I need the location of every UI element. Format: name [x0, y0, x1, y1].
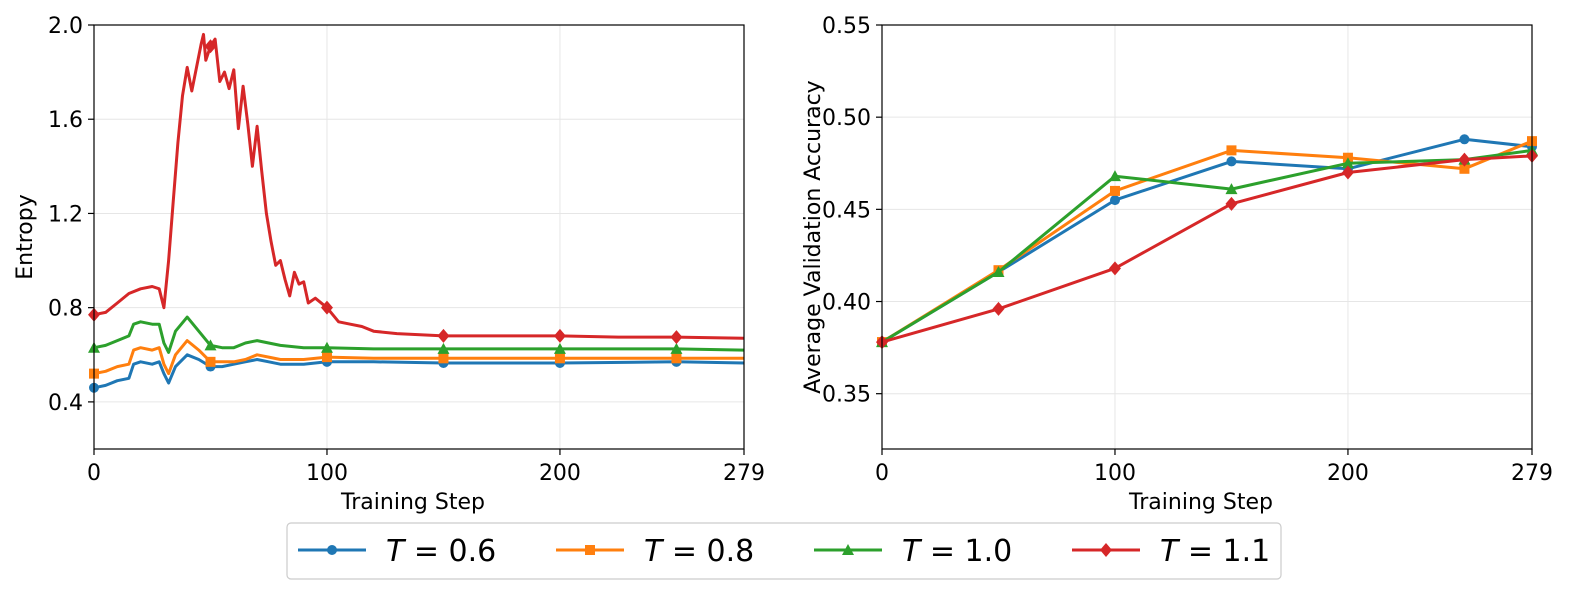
x-tick-label: 279 — [1511, 461, 1553, 486]
y-axis-label: Average Validation Accuracy — [801, 80, 826, 393]
x-tick-label: 0 — [87, 461, 101, 486]
data-point — [670, 330, 683, 345]
data-point — [204, 339, 217, 351]
y-tick-label: 0.45 — [822, 198, 871, 223]
data-point — [1459, 134, 1470, 145]
legend-label: T = 1.0 — [902, 534, 1012, 569]
y-tick-label: 0.55 — [822, 14, 871, 39]
legend-value: = 1.0 — [920, 534, 1012, 569]
data-point — [1108, 261, 1121, 276]
data-point — [1226, 145, 1237, 156]
data-point — [438, 353, 449, 364]
data-point — [1109, 195, 1120, 206]
data-point — [670, 342, 683, 354]
legend-variable: T — [902, 534, 923, 569]
y-tick-label: 2.0 — [48, 14, 83, 39]
series-line — [881, 154, 1533, 344]
legend-marker — [1100, 543, 1112, 557]
y-tick-label: 0.35 — [822, 383, 871, 408]
data-point — [992, 301, 1005, 316]
legend: T = 0.6 T = 0.8 T = 1.0 T = 1.1 — [286, 522, 1282, 580]
data-point — [205, 356, 216, 367]
plot-frame — [881, 24, 1533, 450]
legend-marker — [327, 545, 337, 555]
data-point — [1341, 157, 1354, 169]
y-tick-label: 1.2 — [48, 202, 83, 227]
legend-variable: T — [644, 534, 665, 569]
x-axis-label: Training Step — [1128, 490, 1273, 515]
legend-marker — [585, 545, 595, 555]
data-point — [553, 328, 566, 343]
x-axis-label: Training Step — [340, 490, 485, 515]
y-tick-label: 0.4 — [48, 391, 83, 416]
legend-label: T = 1.1 — [1160, 534, 1270, 569]
x-tick-label: 200 — [1327, 461, 1369, 486]
x-tick-label: 279 — [723, 461, 765, 486]
data-point — [1341, 165, 1354, 180]
series-line — [93, 32, 745, 340]
x-tick-label: 100 — [306, 461, 348, 486]
data-point — [204, 39, 217, 54]
data-point — [320, 300, 333, 315]
x-tick-label: 200 — [539, 461, 581, 486]
legend-value: = 0.8 — [662, 534, 754, 569]
y-tick-label: 0.40 — [822, 291, 871, 316]
data-point — [553, 342, 566, 354]
legend-box — [286, 522, 1282, 580]
data-point — [1108, 170, 1121, 182]
data-point — [1109, 185, 1120, 196]
series-line — [881, 137, 1533, 344]
entropy-panel: 0 100 200 279 0.4 0.8 1.2 1.6 2.0 Training Step En… — [13, 14, 765, 515]
legend-value: = 0.6 — [404, 534, 496, 569]
data-point — [1458, 152, 1471, 167]
data-point — [437, 342, 450, 354]
data-point — [1225, 196, 1238, 211]
y-axis-label: Entropy — [13, 194, 38, 279]
y-tick-label: 1.6 — [48, 108, 83, 133]
x-tick-label: 0 — [875, 461, 889, 486]
series-line — [881, 139, 1533, 344]
data-point — [554, 353, 565, 364]
data-point — [671, 353, 682, 364]
data-point — [992, 266, 1005, 278]
data-point — [1225, 183, 1238, 195]
accuracy-panel: 0 100 200 279 0.35 0.40 0.45 0.50 0.55 Training S… — [801, 14, 1553, 515]
data-point — [1226, 156, 1237, 167]
data-point — [1459, 163, 1470, 174]
y-tick-label: 0.8 — [48, 297, 83, 322]
data-point — [437, 328, 450, 343]
legend-label: T = 0.6 — [386, 534, 496, 569]
legend-value: = 1.1 — [1178, 534, 1270, 569]
legend-variable: T — [386, 534, 407, 569]
y-tick-label: 0.50 — [822, 106, 871, 131]
plot-frame — [93, 24, 745, 450]
data-point — [320, 341, 333, 353]
x-tick-label: 100 — [1094, 461, 1136, 486]
data-point — [321, 352, 332, 363]
legend-marker — [842, 544, 854, 555]
legend-label: T = 0.8 — [644, 534, 754, 569]
legend-variable: T — [1160, 534, 1181, 569]
